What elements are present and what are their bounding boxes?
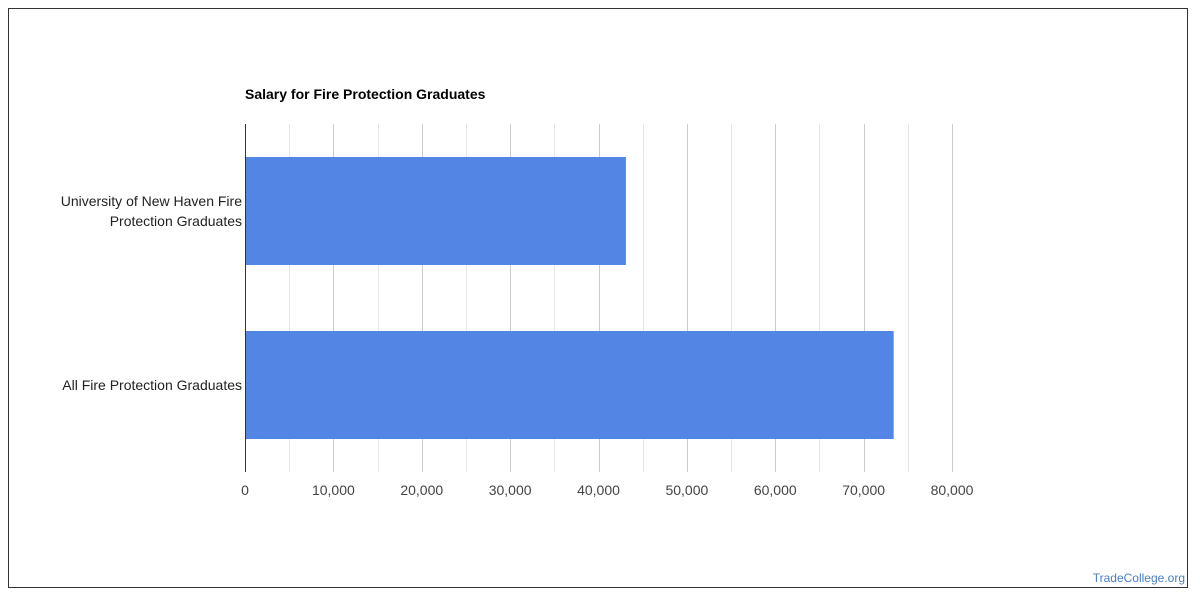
x-tick-label: 60,000: [754, 482, 797, 498]
bar: [245, 157, 626, 265]
bars: [245, 157, 894, 439]
x-tick-labels: 0 10,000 20,000 30,000 40,000 50,000 60,000 70,…: [241, 482, 974, 498]
source-link[interactable]: TradeCollege.org: [1093, 571, 1185, 585]
chart-frame: [8, 8, 1188, 588]
x-tick-label: 0: [241, 482, 249, 498]
x-tick-label: 70,000: [842, 482, 885, 498]
x-tick-label: 80,000: [931, 482, 974, 498]
x-tick-label: 10,000: [312, 482, 355, 498]
category-label: Protection Graduates: [110, 213, 242, 229]
category-label: University of New Haven Fire: [61, 193, 242, 209]
x-tick-label: 20,000: [400, 482, 443, 498]
bar: [245, 331, 894, 439]
category-labels: University of New Haven Fire Protection G…: [61, 193, 242, 393]
chart-title: Salary for Fire Protection Graduates: [245, 86, 486, 102]
x-tick-label: 30,000: [489, 482, 532, 498]
x-tick-label: 50,000: [665, 482, 708, 498]
x-tick-label: 40,000: [577, 482, 620, 498]
category-label: All Fire Protection Graduates: [62, 377, 242, 393]
